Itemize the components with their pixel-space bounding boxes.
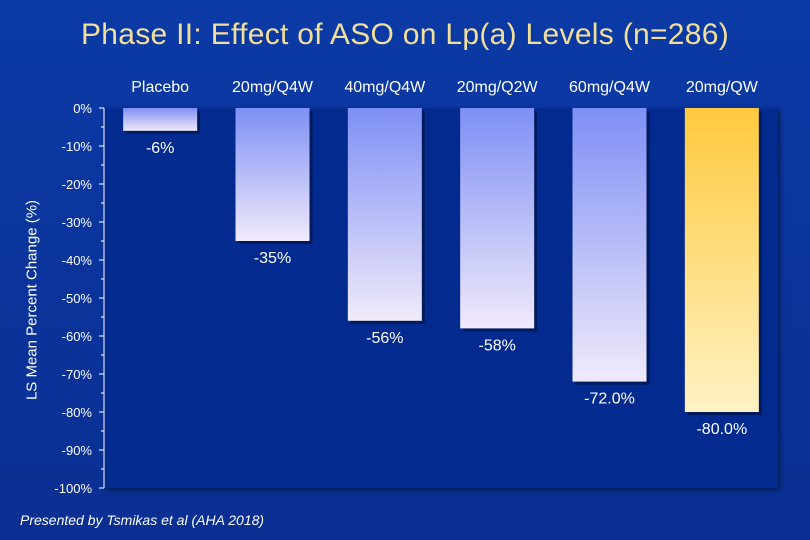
value-label: -56%: [366, 330, 403, 347]
y-tick-label: -100%: [54, 481, 92, 496]
value-label: -35%: [254, 250, 291, 267]
y-tick-label: -40%: [62, 253, 93, 268]
category-label: 60mg/Q4W: [569, 79, 651, 96]
y-tick-label: -50%: [62, 291, 93, 306]
y-tick-label: -30%: [62, 215, 93, 230]
value-label: -6%: [146, 140, 174, 157]
category-label: 40mg/Q4W: [344, 79, 426, 96]
value-label: -72.0%: [584, 391, 635, 408]
y-tick-label: -90%: [62, 443, 93, 458]
category-label: 20mg/Q2W: [457, 79, 539, 96]
category-label: Placebo: [131, 79, 189, 96]
y-tick-label: -60%: [62, 329, 93, 344]
bar-20mg-qw: [684, 108, 759, 412]
footnote: Presented by Tsmikas et al (AHA 2018): [20, 512, 265, 528]
value-label: -58%: [478, 337, 515, 354]
y-tick-label: 0%: [73, 101, 92, 116]
y-tick-label: -70%: [62, 367, 93, 382]
bar-placebo: [123, 108, 198, 131]
chart-title: Phase II: Effect of ASO on Lp(a) Levels …: [80, 18, 730, 51]
bar-40mg-q4w: [347, 108, 422, 321]
y-tick-label: -20%: [62, 177, 93, 192]
category-label: 20mg/Q4W: [232, 79, 314, 96]
category-label: 20mg/QW: [686, 79, 759, 96]
value-label: -80.0%: [696, 421, 747, 438]
plot-area: [104, 108, 778, 488]
bar-60mg-q4w: [572, 108, 647, 382]
bar-20mg-q4w: [235, 108, 310, 241]
y-tick-label: -80%: [62, 405, 93, 420]
bar-20mg-q2w: [460, 108, 535, 329]
y-tick-label: -10%: [62, 139, 93, 154]
